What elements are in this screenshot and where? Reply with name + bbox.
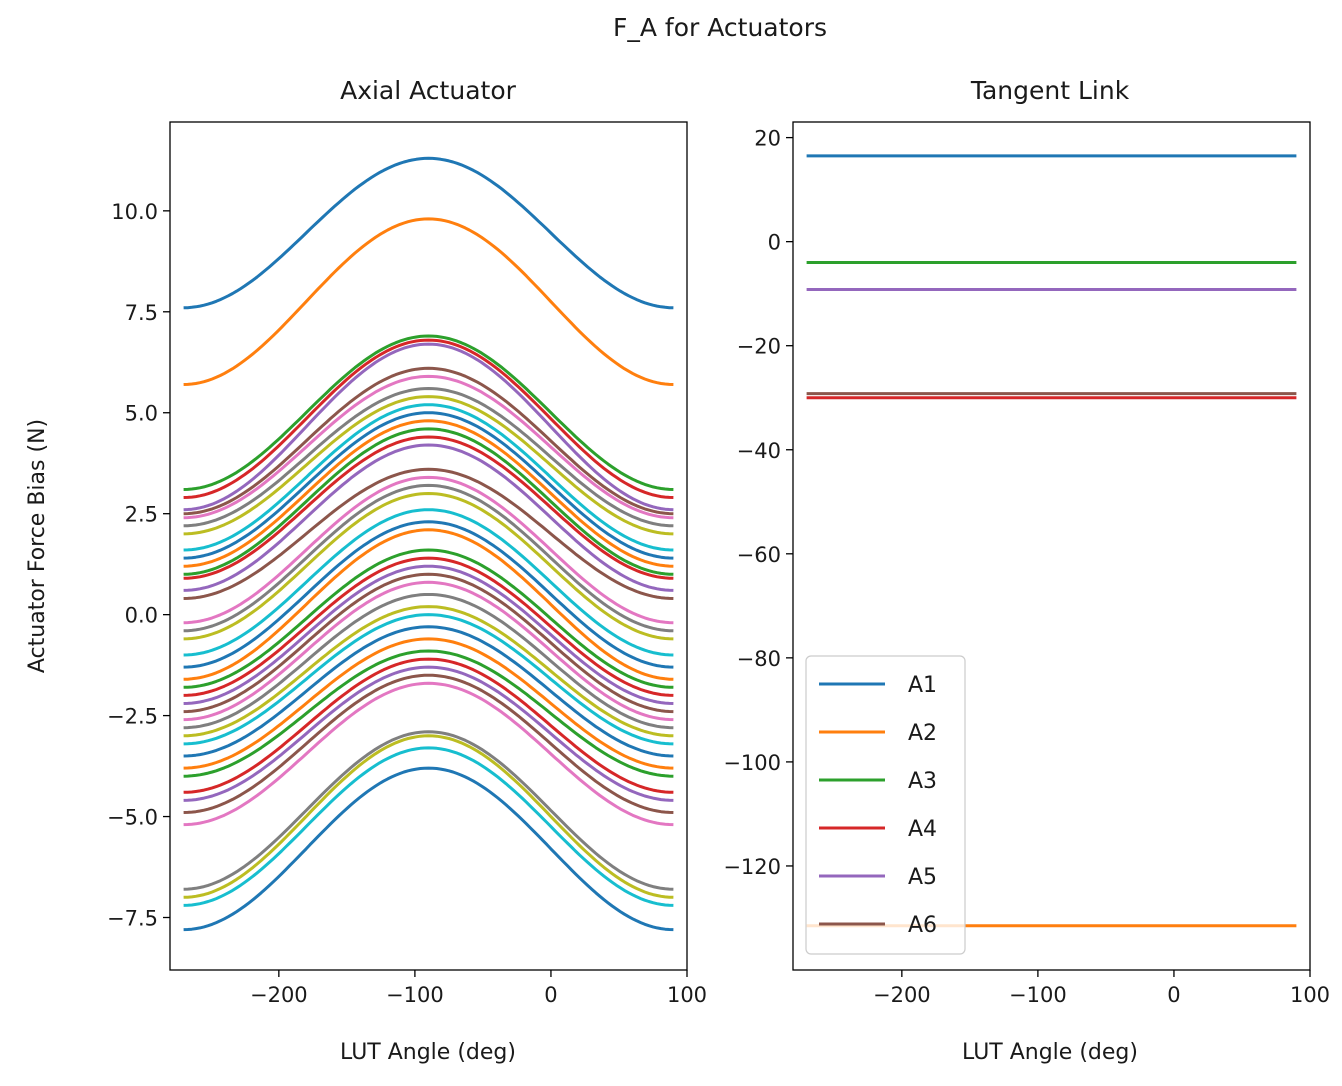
- legend-box: [805, 655, 966, 955]
- axial-series-line-7: [183, 374, 674, 520]
- axial-series-line-35: [183, 665, 674, 802]
- axial-x-axis-label: LUT Angle (deg): [340, 1040, 516, 1065]
- axial-series-line-19: [183, 492, 674, 641]
- axial-series-line-26: [183, 572, 674, 714]
- axial-y-axis-label: Actuator Force Bias (N): [25, 419, 50, 673]
- tangent-x-tick-label: 0: [1167, 983, 1180, 1007]
- axial-series-line-12: [183, 419, 674, 568]
- tangent-y-tick-label: −80: [737, 647, 781, 671]
- axial-series-line-41: [183, 766, 674, 932]
- axial-y-tick-label: 2.5: [125, 503, 158, 527]
- axial-series-line-23: [183, 548, 674, 689]
- axial-series-group: [183, 156, 674, 932]
- tangent-link-panel: Tangent Link −200 −100 0 100−120−100−80−60−…: [723, 76, 1330, 1065]
- axial-series-line-38: [183, 730, 674, 891]
- axial-series-line-31: [183, 625, 674, 758]
- axial-series-line-29: [183, 605, 674, 738]
- tangent-y-tick-label: −20: [737, 335, 781, 359]
- axial-y-tick-label: −5.0: [107, 806, 158, 830]
- axial-series-line-25: [183, 564, 674, 705]
- axial-series-line-20: [183, 508, 674, 657]
- figure-title: F_A for Actuators: [613, 13, 827, 42]
- axial-series-line-4: [183, 338, 674, 499]
- axial-series-line-21: [183, 520, 674, 669]
- legend-label-a3: A3: [908, 769, 937, 794]
- tangent-y-tick-label: −120: [723, 855, 781, 879]
- legend-label-a2: A2: [908, 721, 937, 746]
- axial-series-line-30: [183, 613, 674, 746]
- axial-series-line-2: [183, 217, 674, 386]
- legend-label-a5: A5: [908, 865, 937, 890]
- axial-y-tick-label: −7.5: [107, 907, 158, 931]
- axial-series-line-11: [183, 411, 674, 560]
- tangent-y-tick-label: −100: [723, 751, 781, 775]
- axial-x-tick-label: −200: [250, 983, 308, 1007]
- tangent-y-tick-label: −40: [737, 439, 781, 463]
- tangent-x-tick-label: −100: [1009, 983, 1067, 1007]
- axial-series-line-40: [183, 746, 674, 907]
- axial-series-line-22: [183, 528, 674, 681]
- axial-plot-frame: [169, 121, 688, 971]
- axial-series-line-37: [183, 681, 674, 827]
- axial-series-line-39: [183, 734, 674, 899]
- tangent-y-tick-label: 20: [754, 127, 781, 151]
- axial-x-tick-label: 100: [667, 983, 707, 1007]
- axial-series-line-13: [183, 427, 674, 576]
- axial-series-line-17: [183, 475, 674, 625]
- axial-series-line-8: [183, 387, 674, 528]
- tangent-plot-frame: [792, 121, 1311, 971]
- tangent-x-tick-label: −200: [873, 983, 931, 1007]
- axial-series-line-28: [183, 593, 674, 730]
- axial-actuator-panel: Axial Actuator −200 −100 0 100 −7.5 −5.0 −2.5 0…: [25, 76, 707, 1065]
- axial-x-tick-label: 0: [544, 983, 557, 1007]
- axial-series-line-10: [183, 403, 674, 552]
- legend-label-a6: A6: [908, 913, 937, 938]
- tangent-y-tick-label: 0: [768, 231, 781, 255]
- axial-series-line-1: [183, 156, 674, 310]
- axial-panel-title: Axial Actuator: [340, 76, 517, 105]
- axial-series-line-9: [183, 395, 674, 536]
- tangent-y-tick-label: −60: [737, 543, 781, 567]
- axial-series-line-5: [183, 342, 674, 512]
- tangent-x-axis-label: LUT Angle (deg): [962, 1040, 1138, 1065]
- tangent-legend: A1 A2 A3 A4 A5 A6: [805, 655, 966, 955]
- tangent-panel-title: Tangent Link: [970, 76, 1130, 105]
- axial-y-tick-label: 5.0: [125, 402, 158, 426]
- axial-series-line-14: [183, 435, 674, 580]
- axial-series-line-24: [183, 556, 674, 697]
- axial-series-line-36: [183, 673, 674, 814]
- axial-series-line-27: [183, 580, 674, 722]
- axial-x-tick-label: −100: [386, 983, 444, 1007]
- axial-series-line-34: [183, 657, 674, 794]
- axial-y-tick-label: 7.5: [125, 301, 158, 325]
- axial-series-line-15: [183, 443, 674, 592]
- axial-y-tick-label: −2.5: [107, 705, 158, 729]
- axial-y-tick-label: 10.0: [111, 200, 158, 224]
- axial-series-line-32: [183, 637, 674, 770]
- axial-series-line-16: [183, 467, 674, 600]
- legend-label-a1: A1: [908, 673, 937, 698]
- tangent-x-tick-label: 100: [1290, 983, 1330, 1007]
- legend-label-a4: A4: [908, 817, 937, 842]
- axial-series-line-33: [183, 649, 674, 778]
- axial-series-line-6: [183, 366, 674, 516]
- axial-ticks-group: −200 −100 0 100 −7.5 −5.0 −2.5 0.0 2.5 5.0 7.5 10.0: [107, 200, 707, 1007]
- axial-series-line-3: [183, 334, 674, 491]
- axial-y-tick-label: 0.0: [125, 604, 158, 628]
- axial-series-line-18: [183, 483, 674, 633]
